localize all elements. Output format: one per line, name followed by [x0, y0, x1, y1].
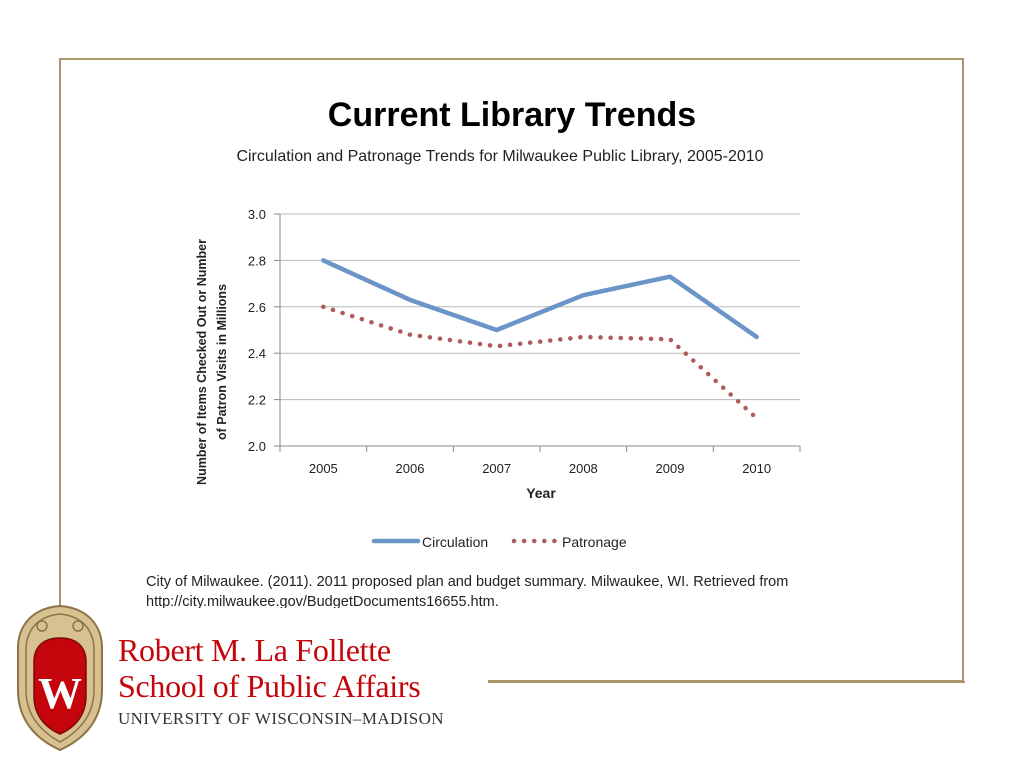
y-tick-label: 2.6 — [248, 300, 266, 315]
y-axis-title-line1: Number of Items Checked Out or Number — [195, 239, 209, 485]
y-tick-label: 2.0 — [248, 439, 266, 454]
legend-label-circulation: Circulation — [422, 534, 488, 550]
logo-school-name-line2: School of Public Affairs — [118, 668, 421, 704]
slide-title: Current Library Trends — [327, 96, 697, 134]
legend: Circulation Patronage — [371, 534, 627, 550]
y-tick-label: 2.2 — [248, 393, 266, 408]
y-tick-label: 2.8 — [248, 253, 266, 268]
slide-frame — [59, 58, 964, 682]
x-tick-label: 2009 — [656, 461, 685, 476]
series-lines — [321, 258, 759, 421]
logo-school-name-line1: Robert M. La Follette — [118, 632, 391, 668]
y-tick-label: 2.4 — [248, 346, 266, 361]
gridlines — [280, 213, 800, 401]
y-axis-title-line2: of Patron Visits in Millions — [215, 284, 229, 440]
x-tick-label: 2010 — [742, 461, 771, 476]
legend-label-patronage: Patronage — [562, 534, 627, 550]
logo-university-name: UNIVERSITY OF WISCONSIN–MADISON — [118, 709, 444, 728]
logo-divider — [488, 681, 965, 683]
x-tick-label: 2005 — [309, 461, 338, 476]
university-crest-icon: W — [17, 604, 103, 752]
series-line-circulation — [321, 258, 759, 340]
crest-letter: W — [38, 669, 82, 718]
x-tick-label: 2007 — [482, 461, 511, 476]
y-tick-label: 3.0 — [248, 207, 266, 222]
x-tick-label: 2008 — [569, 461, 598, 476]
citation-text: City of Milwaukee. (2011). 2011 proposed… — [146, 574, 789, 608]
series-line-patronage — [321, 304, 759, 421]
chart-title: Circulation and Patronage Trends for Mil… — [236, 148, 764, 165]
x-tick-label: 2006 — [396, 461, 425, 476]
x-axis-title: Year — [526, 485, 556, 501]
axes: 2.0 2.2 2.4 2.6 2.8 3.0 2005 2006 2007 2008 2009 20… — [248, 207, 801, 476]
